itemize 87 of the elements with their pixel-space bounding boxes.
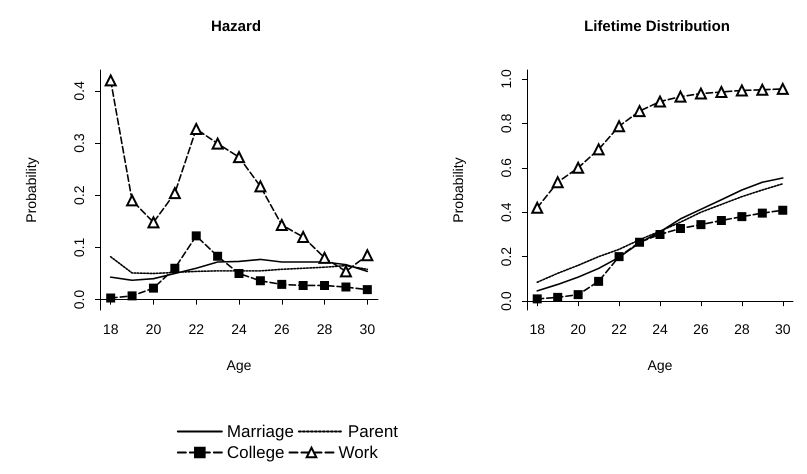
point (737, 212, 746, 222)
x-axis-title: Age (226, 357, 252, 373)
chart-title: Hazard (210, 18, 262, 35)
point (128, 291, 137, 300)
point (256, 276, 265, 286)
legend-label: College (226, 443, 284, 462)
x-tick-label: 30 (774, 321, 791, 337)
point (776, 82, 789, 95)
y-tick-label: 0.4 (71, 80, 87, 101)
y-tick-label: 0.8 (498, 113, 514, 134)
point (298, 280, 308, 290)
x-tick-label: 28 (316, 321, 333, 337)
point (254, 180, 266, 192)
x-tick-label: 18 (102, 321, 119, 337)
point (104, 74, 117, 86)
point (572, 162, 584, 174)
point (758, 208, 767, 218)
x-axis-title: Age (648, 357, 673, 373)
point (674, 90, 686, 103)
point (553, 292, 562, 302)
x-tick-label: 20 (570, 321, 586, 337)
point (676, 224, 685, 233)
point (532, 294, 542, 304)
chart-title: Lifetime Distribution (584, 18, 730, 35)
point (213, 252, 222, 261)
point (592, 143, 605, 156)
point (341, 282, 350, 292)
legend-label: Parent (348, 422, 398, 441)
legend-label: Marriage (226, 422, 294, 441)
point (318, 252, 331, 264)
point (320, 280, 330, 290)
point (614, 252, 624, 262)
point (170, 264, 180, 273)
point (778, 206, 788, 215)
y-tick-label: 0.1 (71, 237, 87, 258)
y-axis-title: Probability (23, 157, 39, 223)
point (362, 285, 372, 294)
x-tick-label: 18 (529, 321, 546, 337)
point (756, 84, 768, 96)
y-tick-label: 0.4 (498, 202, 514, 222)
point (696, 220, 706, 230)
point (190, 122, 202, 135)
point (531, 202, 544, 214)
point (233, 151, 245, 164)
point (654, 96, 666, 108)
point (613, 120, 626, 132)
point (361, 249, 374, 262)
point (594, 276, 604, 286)
x-tick-label: 28 (734, 321, 750, 337)
point (694, 88, 707, 100)
point (635, 238, 644, 247)
y-tick-label: 0.2 (71, 185, 87, 205)
point (234, 268, 244, 278)
y-tick-label: 0.2 (498, 246, 514, 266)
x-tick-label: 20 (146, 321, 162, 337)
y-tick-label: 1.0 (498, 68, 514, 89)
point (212, 138, 224, 150)
point (126, 194, 138, 206)
y-axis-title: Probability (450, 157, 466, 223)
point (634, 105, 646, 118)
point (276, 218, 288, 231)
y-tick-label: 0.3 (71, 133, 87, 153)
point (552, 176, 564, 188)
point (147, 216, 160, 228)
x-tick-label: 24 (231, 321, 247, 337)
point (574, 290, 583, 300)
x-tick-label: 26 (693, 321, 709, 337)
y-tick-label: 0.0 (498, 291, 514, 311)
point (736, 84, 748, 96)
point (277, 280, 286, 289)
y-tick-label: 0.0 (71, 290, 87, 310)
point (148, 284, 158, 293)
point (168, 187, 181, 200)
y-tick-label: 0.6 (498, 158, 514, 178)
point (716, 216, 726, 225)
point (297, 230, 310, 243)
point (715, 86, 728, 98)
x-tick-label: 22 (611, 321, 628, 337)
point (340, 265, 352, 278)
legend-label: Work (338, 443, 378, 462)
x-tick-label: 30 (360, 321, 376, 337)
x-tick-label: 24 (652, 321, 668, 337)
x-tick-label: 26 (274, 321, 290, 337)
point (656, 230, 664, 239)
x-tick-label: 22 (188, 321, 204, 337)
point (106, 294, 116, 302)
point (192, 231, 201, 240)
